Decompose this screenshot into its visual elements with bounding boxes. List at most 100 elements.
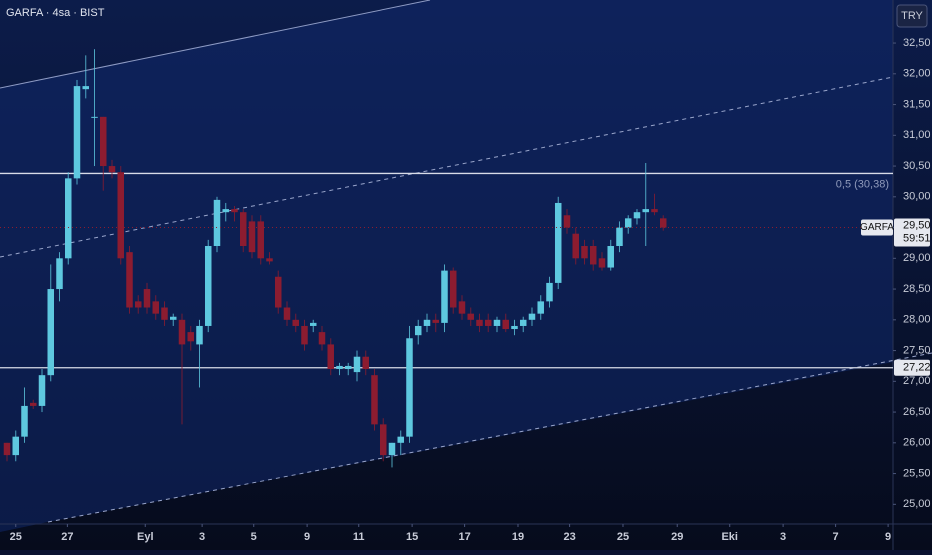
candle-body (187, 332, 194, 342)
x-tick-label: 25 (617, 531, 629, 543)
x-tick-label: Eyl (137, 531, 154, 543)
candle-body (633, 212, 641, 219)
candle-body (581, 246, 588, 259)
price-tag (894, 218, 930, 247)
candle-body (546, 282, 553, 302)
x-tick-label: 7 (833, 531, 839, 543)
candle-body (528, 313, 536, 320)
candle-body (309, 322, 317, 326)
candle-body (143, 289, 151, 308)
channel-lower (47, 352, 932, 523)
candle-body (266, 258, 273, 262)
candle-body (432, 319, 439, 323)
channel-upper (0, 0, 431, 89)
candle-body (82, 86, 89, 90)
candle-body (388, 442, 396, 456)
candle-body (371, 375, 378, 425)
candle-body (239, 212, 247, 247)
candle-body (493, 319, 501, 326)
candle-body (397, 436, 404, 443)
candle-body (336, 365, 343, 370)
x-tick-label: 29 (671, 531, 683, 543)
y-tick-label: 32,00 (903, 68, 931, 80)
candle-body (248, 221, 256, 253)
y-tick-label: 28,50 (903, 283, 931, 295)
candle-body (283, 307, 291, 320)
candle-body (108, 166, 116, 173)
candle-body (511, 325, 518, 330)
y-tick-label: 27,00 (903, 375, 931, 387)
candle-body (117, 172, 124, 259)
x-tick-label: 19 (512, 531, 524, 543)
candle-body (651, 209, 658, 213)
candle-body (414, 325, 422, 336)
candle-body (99, 116, 107, 167)
candle-body (502, 319, 509, 330)
x-tick-label: 15 (406, 531, 418, 543)
currency: TRY (901, 10, 923, 22)
candle-body (659, 218, 667, 228)
y-tick-label: 25,00 (903, 498, 931, 510)
chart-title: GARFA · 4sa · BIST (6, 7, 105, 19)
candle-body (449, 270, 457, 308)
y-tick-label: 28,00 (903, 314, 931, 326)
candle-body (642, 209, 649, 213)
x-tick-label: 5 (251, 531, 257, 543)
y-tick-label: 29,00 (903, 252, 931, 264)
x-tick-label: 23 (563, 531, 575, 543)
candle-body (231, 209, 238, 213)
level-tag (894, 359, 930, 376)
candle-body (476, 319, 483, 326)
y-tick-label: 26,50 (903, 406, 931, 418)
candle-body (484, 319, 492, 326)
x-tick-label: 9 (885, 531, 891, 543)
currency-button[interactable] (896, 4, 928, 28)
candle-body (73, 86, 81, 179)
channel-fill (0, 0, 893, 532)
candle-body (196, 325, 203, 345)
candle-body (274, 276, 282, 308)
candle-body (161, 307, 168, 320)
y-tick-label: 26,00 (903, 437, 931, 449)
candle-body (257, 221, 264, 259)
x-tick-label: 27 (61, 531, 73, 543)
candle-body (213, 199, 221, 247)
symbol-tag-label: GARFA (860, 222, 894, 233)
y-tick-label: 31,50 (903, 98, 931, 110)
candle-body (344, 365, 352, 370)
price-tag-label: 29,50 (903, 219, 931, 231)
candle-body (222, 209, 229, 213)
candle-body (607, 246, 614, 268)
candle-body (56, 258, 63, 290)
symbol-tag (861, 219, 893, 236)
candle-body (467, 313, 474, 320)
countdown: 59:51 (903, 232, 931, 244)
x-tick-label: 9 (304, 531, 310, 543)
y-tick-label: 30,00 (903, 191, 931, 203)
candle-body (38, 375, 46, 406)
candle-body (134, 301, 142, 308)
level-label: 0,5 (30,38) (836, 178, 889, 190)
candle-body (64, 178, 72, 259)
candle-body (379, 424, 387, 456)
candle-body (3, 442, 11, 456)
candle-body (406, 338, 413, 437)
candle-body (152, 301, 159, 314)
candle-body (12, 436, 19, 456)
x-tick-label: 17 (458, 531, 470, 543)
candle-body (178, 319, 186, 345)
candle-body (563, 215, 571, 228)
x-tick-label: 25 (10, 531, 22, 543)
candle-body (589, 246, 597, 265)
y-tick-label: 27,50 (903, 344, 931, 356)
y-tick-label: 32,50 (903, 37, 931, 49)
candle-body (441, 270, 448, 323)
candle-body (204, 246, 212, 326)
candle-body (572, 233, 579, 259)
y-tick-label: 30,50 (903, 160, 931, 172)
candle-body (21, 405, 28, 437)
candle-body (624, 218, 632, 228)
candle-body (169, 316, 177, 320)
